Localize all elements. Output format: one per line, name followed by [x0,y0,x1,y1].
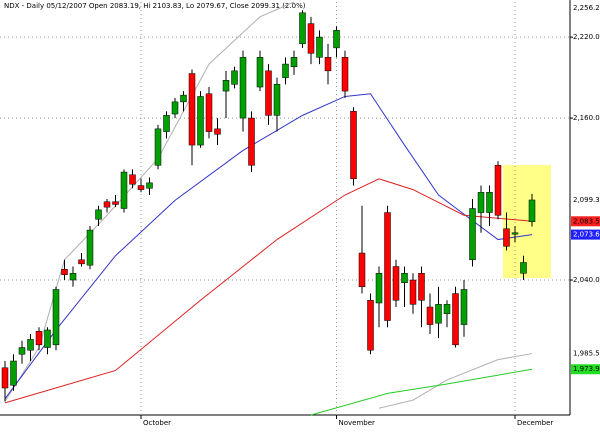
price-label-box [571,216,600,227]
candle-body [299,12,306,45]
candle-body [86,229,94,266]
x-tick-label: November [339,419,376,427]
candle-body [222,80,230,92]
candle-body [477,192,485,213]
candle-body [1,367,9,389]
candle-body [503,228,510,247]
price-label-box [571,364,600,375]
price-label: 1,985.52 [573,350,600,358]
candle-body [231,70,238,85]
indicator-line [378,353,533,409]
candle-body [239,57,247,119]
candle-body [248,117,255,166]
price-label-box [571,3,600,13]
candle-body [452,293,459,346]
candle-body [401,273,408,283]
candle-body [358,252,366,288]
candle-body [265,70,272,116]
candle-body [163,115,170,132]
chart-title: NDX - Daily 05/12/2007 Open 2083.19, Hi … [4,2,306,10]
candle-body [367,300,374,351]
y-tick-label: 2,160.00 [573,114,600,122]
price-label: 1,973.9 [573,365,600,373]
candle-body [426,306,434,325]
candle-body [333,30,340,49]
candle-body [324,57,332,72]
candle-body [214,128,221,135]
candle-body [494,165,502,216]
candle-body [10,360,17,386]
candle-body [375,273,383,304]
highlight [503,165,551,278]
candle-body [418,273,425,301]
y-tick-label: 2,220.00 [573,33,600,41]
indicator-line [4,178,533,404]
candle-body [171,101,179,115]
candle-body [197,96,204,146]
candle-body [273,84,281,116]
candle-body [61,268,68,275]
candle-body [392,266,400,301]
candle-body [129,174,136,185]
candle-body [256,57,264,88]
candle-body [290,57,298,68]
candle-body [205,93,213,132]
candle-body [69,273,77,281]
candle-body [154,128,162,166]
price-label-box [571,194,600,205]
y-tick-label: 2,040.00 [573,276,600,284]
candle-body [307,23,315,54]
candle-body [35,331,43,346]
price-label: 2,083.53 [573,217,600,225]
candle-body [350,111,357,180]
candle-body [44,329,51,348]
candle-body [443,304,451,315]
candle-body [146,182,153,189]
candle-body [511,232,519,235]
candle-body [435,304,442,324]
candle-body [18,347,26,355]
candle-body [180,94,187,103]
candle-body [120,171,128,209]
price-label-box [571,348,600,359]
price-label: 2,099.31 [573,196,600,204]
candle-body [528,199,536,222]
candle-body [78,259,85,265]
price-label-box [571,229,600,240]
candle-body [460,289,468,325]
candle-body [486,192,493,213]
candle-body [520,262,527,274]
candle-body [469,208,476,261]
x-tick-label: December [517,419,553,427]
candle-body [409,279,417,305]
candle-body [137,185,145,190]
candle-body [52,289,60,346]
candle-body [384,212,391,321]
candle-body [103,201,111,208]
candle-body [95,209,102,220]
candle-body [316,36,323,58]
candle-body [188,73,196,146]
candle-body [112,201,119,205]
candle-body [27,339,34,351]
x-tick-label: October [143,419,171,427]
indicator-line [310,368,533,416]
candle-body [282,63,289,78]
price-label: 2,073.66 [573,231,600,239]
price-label: 2,256.23 [573,4,600,12]
candle-body [341,57,349,92]
